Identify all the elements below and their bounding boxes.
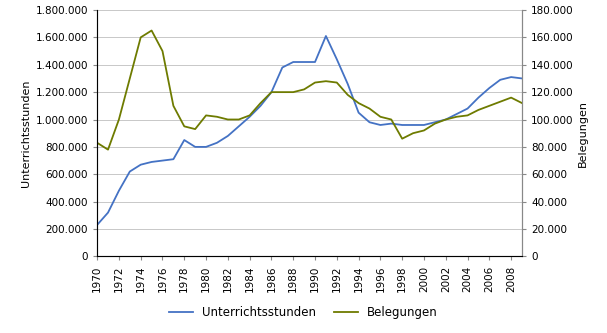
Y-axis label: Unterrichtsstunden: Unterrichtsstunden <box>21 80 32 187</box>
Y-axis label: Belegungen: Belegungen <box>578 100 588 167</box>
Legend: Unterrichtsstunden, Belegungen: Unterrichtsstunden, Belegungen <box>164 301 443 324</box>
